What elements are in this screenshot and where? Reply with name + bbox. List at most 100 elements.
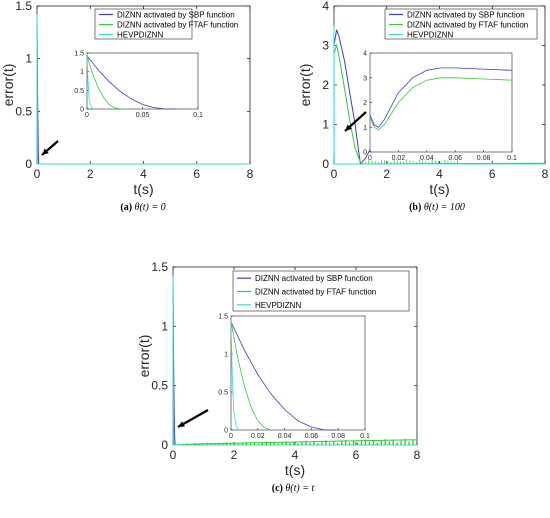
caption-label: (c)	[272, 483, 286, 494]
x-tick-label: 8	[247, 167, 254, 181]
x-tick-label: 4	[292, 448, 299, 462]
x-tick-label: 2	[383, 167, 390, 181]
arrow-head	[42, 148, 49, 155]
inset-x-tick-label: 0.02	[392, 155, 406, 162]
x-tick-label: 0	[170, 448, 177, 462]
y-tick-label: 0.5	[15, 104, 32, 118]
x-tick-label: 2	[87, 167, 94, 181]
x-tick-label: 2	[231, 448, 238, 462]
inset-series-line-0	[230, 321, 339, 431]
inset-series-line-2	[230, 322, 240, 431]
x-tick-label: 4	[436, 167, 443, 181]
caption-text: θ(t) = 100	[424, 202, 465, 213]
inset-x-tick-label: 0.1	[507, 155, 517, 162]
legend-label-1: DIZNN activated by FTAF function	[407, 21, 528, 30]
series-line-1	[333, 43, 546, 165]
x-tick-label: 0	[34, 167, 41, 181]
inset-x-tick-label: 0.06	[305, 433, 319, 440]
y-axis-label: error(t)	[297, 64, 313, 107]
x-axis-label: t(s)	[429, 181, 449, 197]
y-axis-label: error(t)	[0, 64, 16, 107]
inset-y-tick-label: 1.5	[218, 314, 228, 321]
inset-series-line-1	[86, 55, 126, 110]
inset-y-tick-label: 1	[363, 125, 367, 132]
inset-series-line-1	[369, 77, 513, 131]
series-line-2	[172, 276, 417, 446]
y-tick-label: 1.5	[15, 0, 32, 13]
legend-label-0: DIZNN activated by SBP function	[117, 11, 235, 20]
inset-y-tick-label: 0	[80, 107, 84, 114]
y-tick-label: 1.5	[151, 260, 168, 274]
inset-x-tick-label: 0.04	[420, 155, 434, 162]
inset-y-tick-label: 0.5	[74, 88, 84, 95]
inset-x-tick-label: 0.08	[477, 155, 491, 162]
y-tick-label: 1	[25, 52, 32, 66]
legend-box	[232, 270, 410, 312]
chart-panel-0: 0 2 4 6 8 0 0.5 1 1.5 t(s) error(t) DIZNN activated…	[0, 0, 254, 213]
panel-caption: (c) θ(t) = t	[272, 483, 315, 494]
y-tick-label: 4	[322, 0, 329, 13]
y-tick-label: 2	[322, 78, 329, 92]
inset-y-tick-label: 1	[224, 352, 228, 359]
legend-label-1: DIZNN activated by FTAF function	[117, 21, 238, 30]
legend-label-2: HEVPDIZNN	[117, 31, 163, 40]
caption-text: θ(t) = 0	[135, 202, 166, 213]
inset-y-tick-label: 3	[363, 75, 367, 82]
x-tick-label: 8	[414, 448, 421, 462]
x-tick-label: 0	[331, 167, 338, 181]
legend-label-2: HEVPDIZNN	[407, 31, 453, 40]
legend-label-0: DIZNN activated by SBP function	[407, 11, 525, 20]
inset-y-tick-label: 4	[363, 51, 367, 58]
inset-y-tick-label: 2	[363, 100, 367, 107]
legend-label-1: DIZNN activated by FTAF function	[255, 288, 376, 297]
inset-y-tick-label: 1.5	[74, 51, 84, 58]
x-tick-label: 6	[489, 167, 496, 181]
inset-y-tick-label: 0.5	[218, 390, 228, 397]
inset-area	[86, 52, 199, 110]
series-line-2	[36, 14, 250, 165]
caption-text: θ(t) = t	[285, 483, 314, 494]
inset-x-tick-label: 0.04	[278, 433, 292, 440]
inset-x-tick-label: 0.1	[360, 433, 370, 440]
inset-plot: 0 0.02 0.04 0.06 0.08 0.1 0 1 2 3 4	[363, 51, 517, 163]
inset-area	[230, 315, 366, 431]
caption-label: (a)	[120, 202, 134, 213]
inset-series-line-1	[230, 322, 272, 431]
inset-series-line-0	[369, 67, 513, 128]
x-axis-label: t(s)	[285, 462, 305, 478]
inset-x-tick-label: 0	[368, 155, 372, 162]
x-tick-label: 6	[193, 167, 200, 181]
x-axis-label: t(s)	[133, 181, 153, 197]
arrow-head	[345, 124, 352, 131]
y-tick-label: 1	[322, 118, 329, 132]
y-tick-label: 0	[322, 157, 329, 171]
inset-plot: 0 0.02 0.04 0.06 0.08 0.1 0 0.5 1 1.5	[218, 314, 370, 441]
arrow-head	[178, 421, 185, 427]
legend-label-2: HEVPDIZNN	[255, 301, 301, 310]
legend-label-0: DIZNN activated by SBP function	[255, 274, 373, 283]
y-tick-label: 0.5	[151, 379, 168, 393]
chart-panel-2: 0 2 4 6 8 0 0.5 1 1.5 t(s) error(t) DIZNN activated…	[136, 260, 421, 494]
inset-plot: 0 0.05 0.1 0 0.5 1 1.5	[74, 51, 203, 120]
inset-x-tick-label: 0.02	[251, 433, 265, 440]
x-tick-label: 4	[140, 167, 147, 181]
inset-series-line-0	[86, 55, 176, 110]
y-tick-label: 3	[322, 39, 329, 53]
inset-x-tick-label: 0.1	[193, 112, 203, 119]
legend-box	[384, 8, 538, 40]
inset-y-tick-label: 0	[224, 428, 228, 435]
inset-x-tick-label: 0.08	[331, 433, 345, 440]
x-tick-label: 8	[542, 167, 549, 181]
series-line-2	[333, 25, 545, 165]
inset-series-line-2	[86, 55, 94, 110]
inset-x-tick-label: 0	[85, 112, 89, 119]
x-tick-label: 6	[353, 448, 360, 462]
inset-y-tick-label: 0	[363, 150, 367, 157]
y-tick-label: 1	[161, 319, 168, 333]
y-axis-label: error(t)	[136, 335, 152, 378]
inset-x-tick-label: 0.05	[136, 112, 150, 119]
panel-caption: (b) θ(t) = 100	[409, 202, 465, 213]
inset-y-tick-label: 1	[80, 69, 84, 76]
y-tick-label: 0	[161, 438, 168, 452]
